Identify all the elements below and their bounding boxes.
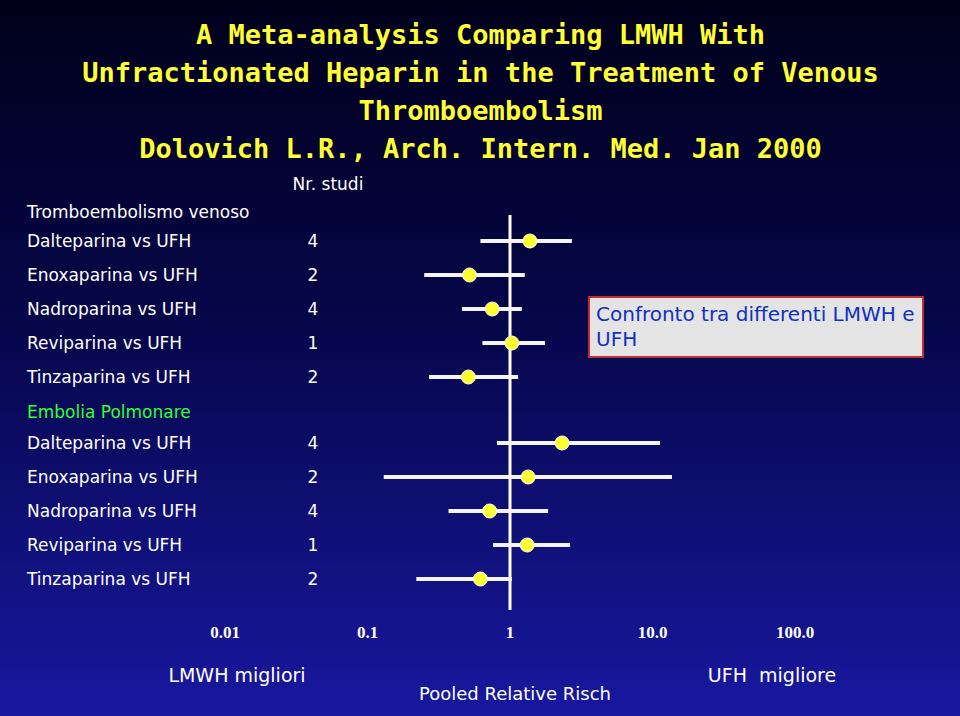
ci-line	[448, 509, 548, 513]
row-label: Enoxaparina vs UFH	[27, 467, 198, 487]
annotation: Confronto tra differenti LMWH e UFH	[588, 296, 924, 358]
studies-count: 4	[308, 299, 319, 319]
row-label: Dalteparina vs UFH	[27, 433, 191, 453]
row-label: Reviparina vs UFH	[27, 535, 182, 555]
studies-count: 2	[308, 569, 319, 589]
x-tick	[510, 610, 511, 614]
studies-header: Nr. studi	[293, 174, 364, 194]
point-estimate	[461, 370, 475, 384]
point-estimate	[483, 504, 497, 518]
x-tick-label: 100.0	[776, 623, 814, 642]
ci-line	[497, 441, 660, 445]
row-label: Enoxaparina vs UFH	[27, 265, 198, 285]
x-tick	[367, 610, 368, 614]
title: A Meta-analysis Comparing LMWH With Unfr…	[78, 16, 883, 130]
right-label: UFH migliore	[708, 664, 836, 686]
point-estimate	[463, 268, 477, 282]
x-axis-label: Pooled Relative Risch	[419, 683, 611, 704]
x-tick-label: 0.1	[357, 623, 378, 642]
point-estimate	[523, 234, 537, 248]
studies-count: 1	[308, 535, 319, 555]
point-estimate	[555, 436, 569, 450]
group-header: Tromboembolismo venoso	[26, 202, 250, 222]
studies-count: 1	[308, 333, 319, 353]
x-tick	[225, 610, 226, 614]
point-estimate	[485, 302, 499, 316]
studies-count: 2	[308, 367, 319, 387]
point-estimate	[520, 538, 534, 552]
group-header: Embolia Polmonare	[27, 402, 191, 422]
row-label: Tinzaparina vs UFH	[26, 367, 191, 387]
point-estimate	[505, 336, 519, 350]
x-tick	[652, 610, 653, 614]
x-tick	[795, 610, 796, 614]
point-estimate	[473, 572, 487, 586]
point-estimate	[521, 470, 535, 484]
studies-count: 4	[308, 501, 319, 521]
studies-count: 2	[308, 265, 319, 285]
studies-count: 4	[308, 433, 319, 453]
x-tick-label: 1	[506, 623, 515, 642]
ci-line	[416, 577, 512, 581]
chart: Nr. studi Tromboembolismo venoso Daltepari…	[0, 0, 960, 716]
studies-count: 2	[308, 467, 319, 487]
row-label: Nadroparina vs UFH	[27, 501, 197, 521]
row-label: Dalteparina vs UFH	[27, 231, 191, 251]
x-tick-label: 10.0	[638, 623, 668, 642]
x-tick-label: 0.01	[210, 623, 240, 642]
left-label: LMWH migliori	[168, 664, 305, 686]
row-label: Reviparina vs UFH	[27, 333, 182, 353]
marks	[384, 234, 672, 586]
row-label: Tinzaparina vs UFH	[26, 569, 191, 589]
studies-count: 4	[308, 231, 319, 251]
page: {"chart_data": {"type": "forest", "title…	[0, 0, 960, 716]
row-label: Nadroparina vs UFH	[27, 299, 197, 319]
subtitle: Dolovich L.R., Arch. Intern. Med. Jan 20…	[78, 130, 883, 168]
